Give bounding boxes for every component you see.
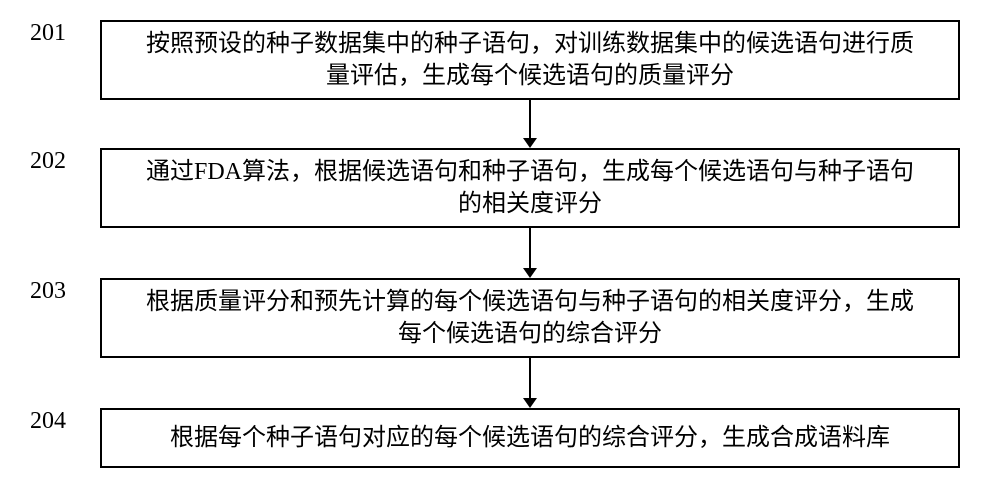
flow-node-202: 通过FDA算法，根据候选语句和种子语句，生成每个候选语句与种子语句 的相关度评分	[100, 148, 960, 228]
flow-node-text: 按照预设的种子数据集中的种子语句，对训练数据集中的候选语句进行质 量评估，生成每…	[114, 28, 946, 93]
flowchart-canvas: 按照预设的种子数据集中的种子语句，对训练数据集中的候选语句进行质 量评估，生成每…	[0, 0, 1000, 501]
step-label-204: 204	[30, 408, 66, 435]
step-label-202: 202	[30, 148, 66, 175]
step-label-203: 203	[30, 278, 66, 305]
flow-node-204: 根据每个种子语句对应的每个候选语句的综合评分，生成合成语料库	[100, 408, 960, 468]
flow-node-201: 按照预设的种子数据集中的种子语句，对训练数据集中的候选语句进行质 量评估，生成每…	[100, 20, 960, 100]
flow-node-text: 通过FDA算法，根据候选语句和种子语句，生成每个候选语句与种子语句 的相关度评分	[114, 156, 946, 221]
flow-node-text: 根据每个种子语句对应的每个候选语句的综合评分，生成合成语料库	[114, 422, 946, 454]
flow-node-203: 根据质量评分和预先计算的每个候选语句与种子语句的相关度评分，生成 每个候选语句的…	[100, 278, 960, 358]
step-label-201: 201	[30, 20, 66, 47]
flow-node-text: 根据质量评分和预先计算的每个候选语句与种子语句的相关度评分，生成 每个候选语句的…	[114, 286, 946, 351]
